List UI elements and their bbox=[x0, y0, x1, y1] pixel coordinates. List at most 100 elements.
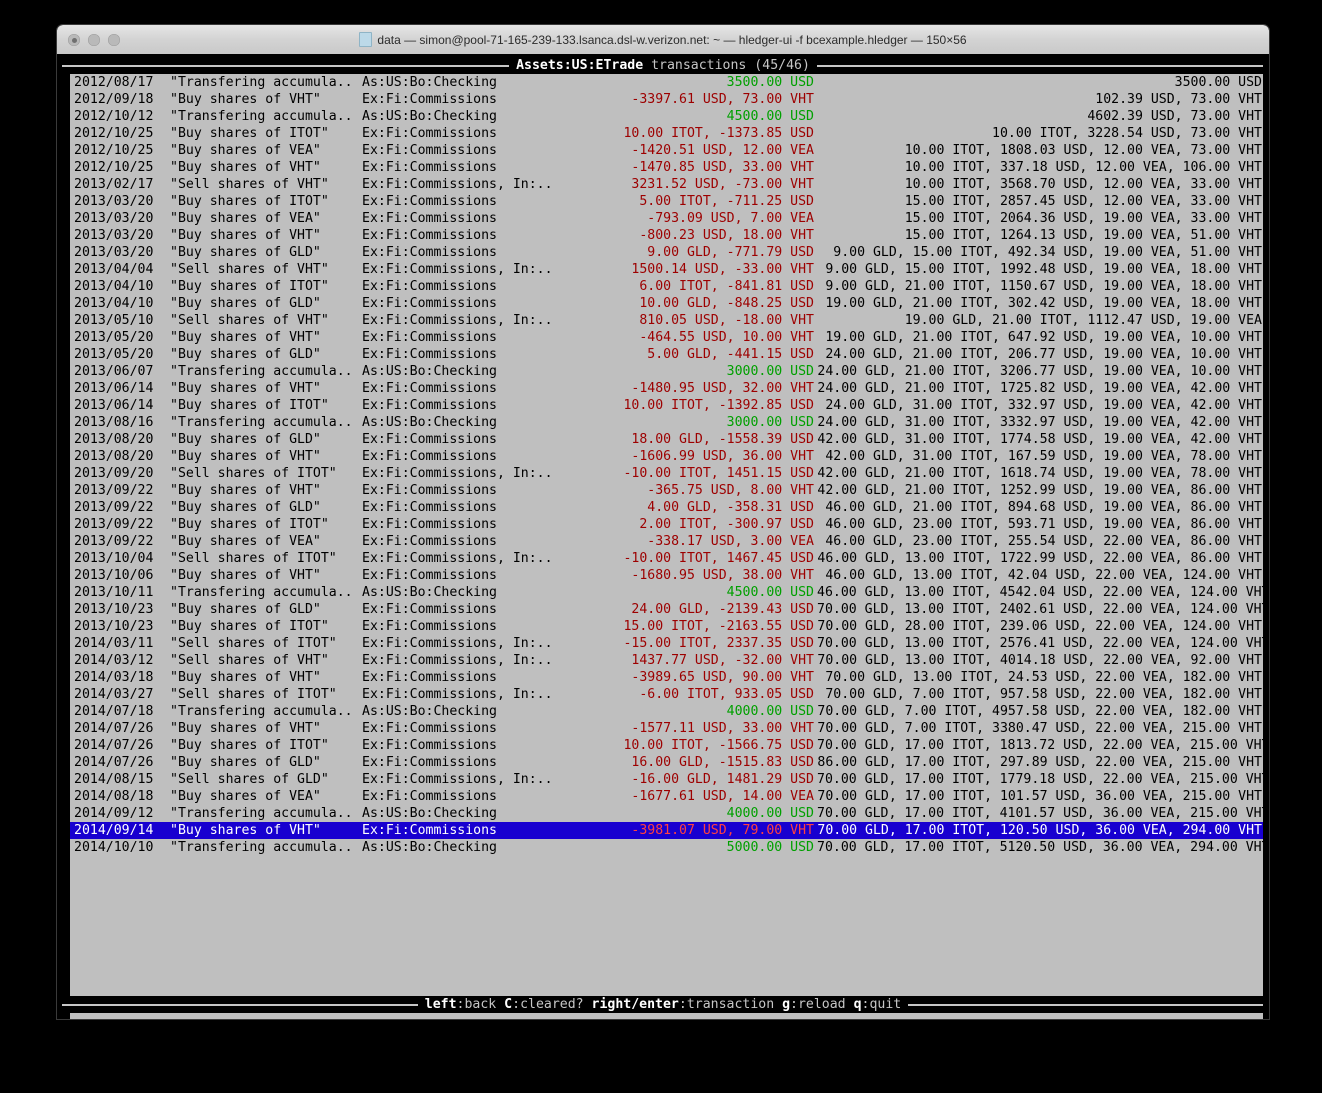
row-balance: 24.00 GLD, 31.00 ITOT, 332.97 USD, 19.00… bbox=[825, 398, 1262, 413]
table-row[interactable]: 2013/04/10 "Buy shares of ITOT" Ex:Fi:Comm… bbox=[70, 278, 1266, 295]
row-date: 2013/02/17 bbox=[74, 177, 154, 192]
table-row[interactable]: 2013/04/10 "Buy shares of GLD" Ex:Fi:Commi… bbox=[70, 295, 1266, 312]
table-row[interactable]: 2012/10/12 "Transfering accumula.. As:US:B… bbox=[70, 108, 1266, 125]
table-row[interactable]: 2012/10/25 "Buy shares of ITOT" Ex:Fi:Comm… bbox=[70, 125, 1266, 142]
row-description: "Buy shares of VHT" bbox=[170, 670, 321, 685]
transactions-table[interactable]: 2012/08/17 "Transfering accumula.. As:US:B… bbox=[70, 74, 1269, 1019]
table-row[interactable]: 2014/09/14 "Buy shares of VHT" Ex:Fi:Commi… bbox=[70, 822, 1266, 839]
row-date: 2013/03/20 bbox=[74, 194, 154, 209]
row-date: 2014/07/26 bbox=[74, 721, 154, 736]
row-balance: 42.00 GLD, 21.00 ITOT, 1252.99 USD, 19.0… bbox=[817, 483, 1262, 498]
table-row[interactable]: 2014/10/10 "Transfering accumula.. As:US:B… bbox=[70, 839, 1269, 856]
row-amount: 1500.14 USD, -33.00 VHT bbox=[631, 262, 814, 277]
table-row[interactable]: 2014/07/26 "Buy shares of GLD" Ex:Fi:Commi… bbox=[70, 754, 1266, 771]
row-amount: -1480.95 USD, 32.00 VHT bbox=[631, 381, 814, 396]
window-titlebar[interactable]: data — simon@pool-71-165-239-133.lsanca.… bbox=[57, 25, 1269, 55]
close-button[interactable] bbox=[68, 34, 80, 46]
row-account: Ex:Fi:Commissions bbox=[362, 279, 497, 294]
row-date: 2013/05/20 bbox=[74, 330, 154, 345]
row-account: Ex:Fi:Commissions, In:.. bbox=[362, 466, 553, 481]
row-date: 2012/09/18 bbox=[74, 92, 154, 107]
row-account: Ex:Fi:Commissions bbox=[362, 670, 497, 685]
row-description: "Buy shares of GLD" bbox=[170, 347, 321, 362]
row-account: Ex:Fi:Commissions bbox=[362, 143, 497, 158]
table-row[interactable]: 2013/06/07 "Transfering accumula.. As:US:B… bbox=[70, 363, 1266, 380]
row-amount: 15.00 ITOT, -2163.55 USD bbox=[623, 619, 814, 634]
table-row[interactable]: 2013/03/20 "Buy shares of ITOT" Ex:Fi:Comm… bbox=[70, 193, 1266, 210]
row-amount: 5.00 ITOT, -711.25 USD bbox=[639, 194, 814, 209]
row-account: Ex:Fi:Commissions bbox=[362, 296, 497, 311]
row-account: Ex:Fi:Commissions bbox=[362, 211, 497, 226]
row-balance: 42.00 GLD, 21.00 ITOT, 1618.74 USD, 19.0… bbox=[817, 466, 1262, 481]
table-row[interactable]: 2013/05/10 "Sell shares of VHT" Ex:Fi:Comm… bbox=[70, 312, 1266, 329]
row-balance: 46.00 GLD, 21.00 ITOT, 894.68 USD, 19.00… bbox=[825, 500, 1262, 515]
table-row[interactable]: 2013/09/22 "Buy shares of ITOT" Ex:Fi:Comm… bbox=[70, 516, 1266, 533]
row-amount: 4.00 GLD, -358.31 USD bbox=[647, 500, 814, 515]
table-row[interactable]: 2013/03/20 "Buy shares of VEA" Ex:Fi:Commi… bbox=[70, 210, 1266, 227]
table-row[interactable]: 2013/02/17 "Sell shares of VHT" Ex:Fi:Comm… bbox=[70, 176, 1266, 193]
table-row[interactable]: 2014/03/18 "Buy shares of VHT" Ex:Fi:Commi… bbox=[70, 669, 1266, 686]
table-row[interactable]: 2012/09/18 "Buy shares of VHT" Ex:Fi:Commi… bbox=[70, 91, 1266, 108]
table-row[interactable]: 2013/03/20 "Buy shares of GLD" Ex:Fi:Commi… bbox=[70, 244, 1266, 261]
row-date: 2013/06/14 bbox=[74, 398, 154, 413]
row-account: Ex:Fi:Commissions bbox=[362, 534, 497, 549]
table-row[interactable]: 2013/04/04 "Sell shares of VHT" Ex:Fi:Comm… bbox=[70, 261, 1266, 278]
table-row[interactable]: 2013/09/22 "Buy shares of GLD" Ex:Fi:Commi… bbox=[70, 499, 1266, 516]
row-account: Ex:Fi:Commissions bbox=[362, 755, 497, 770]
table-row[interactable]: 2014/08/18 "Buy shares of VEA" Ex:Fi:Commi… bbox=[70, 788, 1266, 805]
zoom-button[interactable] bbox=[108, 34, 120, 46]
table-row[interactable]: 2013/10/23 "Buy shares of ITOT" Ex:Fi:Comm… bbox=[70, 618, 1266, 635]
row-amount: -1677.61 USD, 14.00 VEA bbox=[631, 789, 814, 804]
table-row[interactable]: 2013/06/14 "Buy shares of VHT" Ex:Fi:Commi… bbox=[70, 380, 1266, 397]
table-row[interactable]: 2013/06/14 "Buy shares of ITOT" Ex:Fi:Comm… bbox=[70, 397, 1266, 414]
table-row[interactable]: 2013/08/16 "Transfering accumula.. As:US:B… bbox=[70, 414, 1266, 431]
table-row[interactable]: 2014/03/27 "Sell shares of ITOT" Ex:Fi:Com… bbox=[70, 686, 1266, 703]
row-amount: -1470.85 USD, 33.00 VHT bbox=[631, 160, 814, 175]
row-account: Ex:Fi:Commissions, In:.. bbox=[362, 653, 553, 668]
table-row[interactable]: 2014/09/12 "Transfering accumula.. As:US:B… bbox=[70, 805, 1269, 822]
row-account: Ex:Fi:Commissions bbox=[362, 194, 497, 209]
table-row[interactable]: 2014/07/18 "Transfering accumula.. As:US:B… bbox=[70, 703, 1266, 720]
table-row[interactable]: 2012/08/17 "Transfering accumula.. As:US:B… bbox=[70, 74, 1266, 91]
footer-key-desc: :cleared? bbox=[512, 997, 592, 1012]
row-date: 2013/10/11 bbox=[74, 585, 154, 600]
table-row[interactable]: 2013/09/20 "Sell shares of ITOT" Ex:Fi:Com… bbox=[70, 465, 1266, 482]
row-description: "Sell shares of GLD" bbox=[170, 772, 329, 787]
table-row[interactable]: 2012/10/25 "Buy shares of VHT" Ex:Fi:Commi… bbox=[70, 159, 1266, 176]
table-row[interactable]: 2013/05/20 "Buy shares of VHT" Ex:Fi:Commi… bbox=[70, 329, 1266, 346]
table-row[interactable]: 2014/07/26 "Buy shares of ITOT" Ex:Fi:Comm… bbox=[70, 737, 1269, 754]
row-balance: 70.00 GLD, 7.00 ITOT, 4957.58 USD, 22.00… bbox=[817, 704, 1262, 719]
row-account: Ex:Fi:Commissions, In:.. bbox=[362, 177, 553, 192]
table-row[interactable]: 2014/03/11 "Sell shares of ITOT" Ex:Fi:Com… bbox=[70, 635, 1269, 652]
footer-key-desc: :quit bbox=[861, 997, 902, 1012]
row-date: 2012/10/25 bbox=[74, 160, 154, 175]
table-row[interactable]: 2013/09/22 "Buy shares of VHT" Ex:Fi:Commi… bbox=[70, 482, 1266, 499]
table-row[interactable]: 2014/07/26 "Buy shares of VHT" Ex:Fi:Commi… bbox=[70, 720, 1266, 737]
terminal-right-margin bbox=[1263, 54, 1269, 1019]
table-row[interactable]: 2012/10/25 "Buy shares of VEA" Ex:Fi:Commi… bbox=[70, 142, 1266, 159]
table-row[interactable]: 2013/10/06 "Buy shares of VHT" Ex:Fi:Commi… bbox=[70, 567, 1266, 584]
table-row[interactable]: 2013/10/04 "Sell shares of ITOT" Ex:Fi:Com… bbox=[70, 550, 1266, 567]
footer-key-desc: :transaction bbox=[678, 997, 783, 1012]
row-date: 2012/08/17 bbox=[74, 75, 154, 90]
table-row[interactable]: 2013/05/20 "Buy shares of GLD" Ex:Fi:Commi… bbox=[70, 346, 1266, 363]
table-row[interactable]: 2014/03/12 "Sell shares of VHT" Ex:Fi:Comm… bbox=[70, 652, 1266, 669]
table-row[interactable]: 2013/08/20 "Buy shares of VHT" Ex:Fi:Commi… bbox=[70, 448, 1266, 465]
table-row[interactable]: 2013/09/22 "Buy shares of VEA" Ex:Fi:Commi… bbox=[70, 533, 1266, 550]
row-description: "Buy shares of VHT" bbox=[170, 381, 321, 396]
row-amount: 10.00 ITOT, -1392.85 USD bbox=[623, 398, 814, 413]
row-description: "Buy shares of GLD" bbox=[170, 245, 321, 260]
row-balance: 10.00 ITOT, 3568.70 USD, 12.00 VEA, 33.0… bbox=[904, 177, 1262, 192]
row-date: 2012/10/25 bbox=[74, 126, 154, 141]
table-row[interactable]: 2013/10/11 "Transfering accumula.. As:US:B… bbox=[70, 584, 1269, 601]
table-row[interactable]: 2013/08/20 "Buy shares of GLD" Ex:Fi:Commi… bbox=[70, 431, 1266, 448]
row-description: "Buy shares of VEA" bbox=[170, 789, 321, 804]
row-amount: 9.00 GLD, -771.79 USD bbox=[647, 245, 814, 260]
row-date: 2014/09/14 bbox=[74, 823, 154, 838]
table-row[interactable]: 2013/10/23 "Buy shares of GLD" Ex:Fi:Commi… bbox=[70, 601, 1269, 618]
row-description: "Buy shares of VHT" bbox=[170, 449, 321, 464]
table-row[interactable]: 2014/08/15 "Sell shares of GLD" Ex:Fi:Comm… bbox=[70, 771, 1269, 788]
row-balance: 24.00 GLD, 31.00 ITOT, 3332.97 USD, 19.0… bbox=[817, 415, 1262, 430]
table-row[interactable]: 2013/03/20 "Buy shares of VHT" Ex:Fi:Commi… bbox=[70, 227, 1266, 244]
minimize-button[interactable] bbox=[88, 34, 100, 46]
